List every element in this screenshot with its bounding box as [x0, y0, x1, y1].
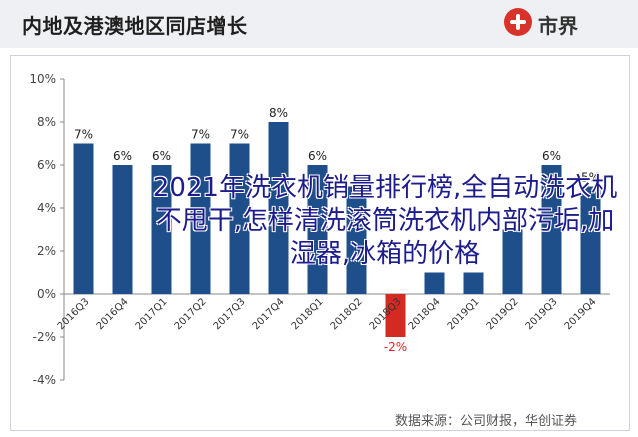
source-note: 数据来源：公司财报，华创证券 [395, 414, 578, 429]
data-label: 7% [74, 128, 93, 142]
bar [73, 143, 94, 294]
overlay-text: 2021年洗衣机销量排行榜,全自动洗衣机不甩干,怎样清洗滚筒洗衣机内部污垢,加湿… [152, 173, 618, 269]
logo-icon [504, 8, 532, 36]
y-tick-label: 6% [37, 158, 56, 172]
data-label: -2% [384, 340, 407, 354]
x-tick-label: 2018Q2 [329, 296, 365, 332]
data-label: 6% [542, 149, 561, 163]
bar [346, 186, 367, 294]
logo: 市界 [504, 8, 624, 40]
data-label: 5% [581, 171, 600, 185]
bar [502, 229, 523, 294]
bar [385, 294, 406, 337]
y-tick-label: 10% [29, 72, 56, 86]
bar [424, 272, 445, 294]
data-label: 7% [230, 128, 249, 142]
x-tick-label: 2019Q3 [524, 296, 560, 332]
x-tick-label: 2018Q1 [290, 296, 326, 332]
y-tick-label: 2% [37, 244, 56, 258]
data-label: 6% [113, 149, 132, 163]
x-tick-label: 2016Q3 [56, 296, 92, 332]
page-title: 内地及港澳地区同店增长 [22, 14, 248, 38]
x-tick-label: 2017Q2 [173, 296, 209, 332]
y-tick-label: 4% [37, 201, 56, 215]
y-tick-label: 0% [37, 287, 56, 301]
bar [580, 186, 601, 294]
data-label: 7% [191, 128, 210, 142]
x-tick-label: 2017Q4 [251, 296, 287, 332]
x-tick-label: 2019Q4 [563, 296, 599, 332]
x-tick-label: 2016Q4 [95, 296, 131, 332]
bar [112, 165, 133, 294]
x-tick-label: 2019Q2 [485, 296, 521, 332]
bar [190, 143, 211, 294]
x-tick-label: 2017Q3 [212, 296, 248, 332]
y-tick-label: -4% [33, 373, 56, 387]
bar [268, 122, 289, 294]
x-tick-label: 2017Q1 [134, 296, 170, 332]
bar [541, 165, 562, 294]
bar [307, 165, 328, 294]
data-label: 8% [269, 106, 288, 120]
data-label: 6% [152, 149, 171, 163]
data-label: 6% [308, 149, 327, 163]
bar [463, 272, 484, 294]
y-tick-label: -2% [33, 330, 56, 344]
x-tick-label: 2019Q1 [446, 296, 482, 332]
y-tick-label: 8% [37, 115, 56, 129]
bar [151, 165, 172, 294]
bar [229, 143, 250, 294]
x-tick-label: 2018Q4 [407, 296, 443, 332]
logo-text: 市界 [538, 14, 578, 38]
header: 内地及港澳地区同店增长 市界 [0, 0, 638, 48]
